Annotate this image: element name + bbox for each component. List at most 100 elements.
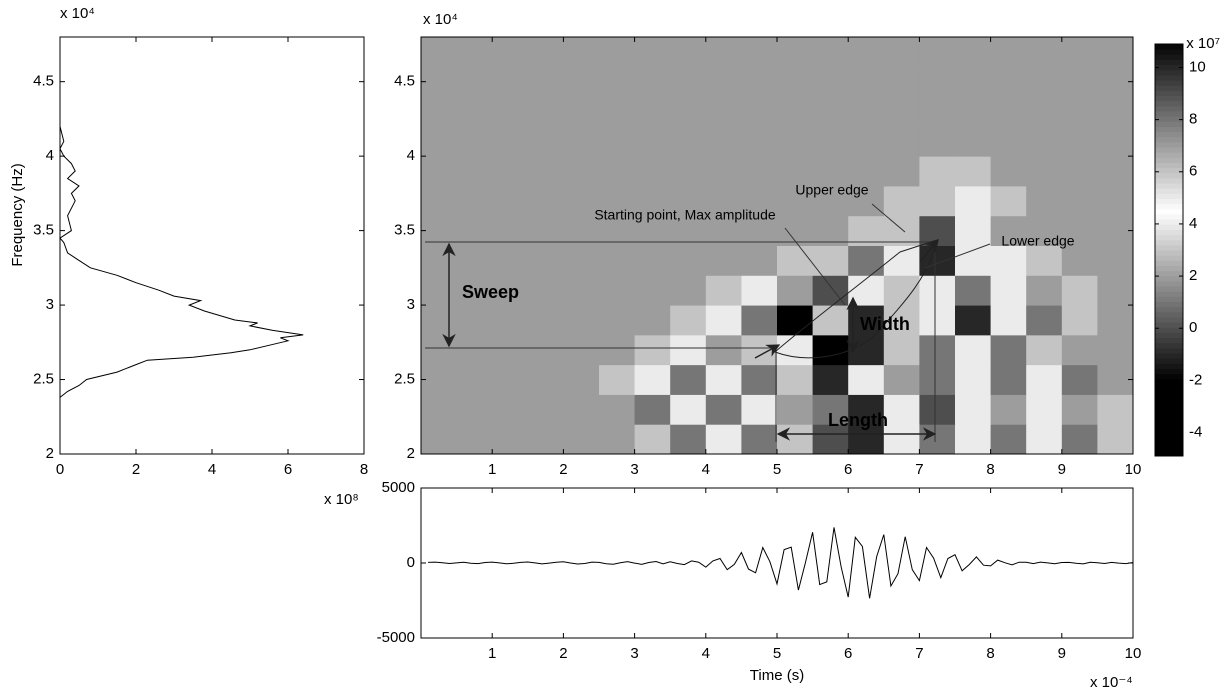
heatmap-cell <box>955 37 992 68</box>
heatmap-cell <box>777 424 814 455</box>
heatmap-cell <box>456 275 493 306</box>
heatmap-cell <box>777 156 814 187</box>
colorbar-slice <box>1155 327 1183 333</box>
heatmap-cell <box>1097 424 1134 455</box>
colorbar-tick-label: -4 <box>1189 424 1202 441</box>
axes-frame <box>420 36 1134 455</box>
x-tick-label: 2 <box>559 645 567 662</box>
heatmap-cell <box>456 305 493 336</box>
colorbar-slice <box>1155 147 1183 153</box>
colorbar-slice <box>1155 373 1183 380</box>
heatmap-cell <box>456 66 493 98</box>
heatmap-cell <box>599 305 636 336</box>
heatmap-cell <box>421 245 458 276</box>
heatmap-cell <box>670 245 707 276</box>
colorbar-slice <box>1155 49 1183 55</box>
colorbar-frame <box>1154 43 1184 457</box>
heatmap-cell <box>990 37 1027 68</box>
heatmap-cell <box>1061 305 1098 336</box>
colorbar-slice <box>1155 399 1183 405</box>
heatmap-cell <box>670 37 707 68</box>
heatmap-cell <box>812 126 849 157</box>
heatmap-cell <box>563 424 600 455</box>
heatmap-cell <box>1026 215 1063 246</box>
heatmap-cell <box>741 334 778 366</box>
colorbar-slice <box>1155 347 1183 354</box>
colorbar-slice <box>1155 234 1183 241</box>
heatmap-cell <box>634 424 671 455</box>
heatmap-cell <box>1026 305 1063 336</box>
heatmap-cell <box>1026 96 1063 127</box>
x-tick-label: 6 <box>844 461 852 478</box>
width-label: Width <box>860 314 910 334</box>
heatmap-cell <box>563 215 600 246</box>
y-tick-label: 2.5 <box>33 371 54 388</box>
heatmap-cell <box>527 126 564 157</box>
x-tick-label: 0 <box>56 461 64 478</box>
colorbar-slice <box>1155 332 1183 339</box>
x-tick-label: 2 <box>559 461 567 478</box>
heatmap-cell <box>955 185 992 217</box>
heatmap-cell <box>1061 275 1098 306</box>
heatmap-cell <box>1061 245 1098 276</box>
heatmap-cell <box>670 126 707 157</box>
heatmap-cell <box>990 305 1027 336</box>
heatmap-cell <box>848 96 885 127</box>
heatmap-cell <box>883 66 920 98</box>
heatmap-cell <box>456 245 493 276</box>
x-tick-label: 5 <box>773 645 781 662</box>
colorbar-slice <box>1155 404 1183 411</box>
heatmap-cell <box>421 156 458 187</box>
heatmap-cell <box>848 185 885 217</box>
heatmap-cell <box>919 96 956 127</box>
colorbar-slice <box>1155 430 1183 436</box>
heatmap-cell <box>421 215 458 246</box>
y-tick-label: 4 <box>407 147 415 164</box>
heatmap-cell <box>599 275 636 306</box>
heatmap-cell <box>955 275 992 306</box>
heatmap-cell <box>848 37 885 68</box>
lower-edge-label: Lower edge <box>1001 233 1074 249</box>
colorbar-slice <box>1155 105 1183 112</box>
heatmap-cell <box>883 185 920 217</box>
heatmap-cell <box>1061 126 1098 157</box>
heatmap-cell <box>1097 37 1134 68</box>
heatmap-cell <box>634 245 671 276</box>
x-tick-label: 4 <box>702 461 710 478</box>
heatmap-cell <box>599 334 636 366</box>
colorbar-slice <box>1155 394 1183 400</box>
heatmap-cell <box>492 394 529 425</box>
heatmap-cell <box>492 275 529 306</box>
heatmap-cell <box>883 275 920 306</box>
colorbar-multiplier: x 10⁷ <box>1186 35 1220 52</box>
heatmap-cell <box>883 37 920 68</box>
heatmap-cell <box>1097 126 1134 157</box>
heatmap-cell <box>883 424 920 455</box>
y-tick-label: 2 <box>46 445 54 462</box>
colorbar-slice <box>1155 54 1183 60</box>
heatmap-cell <box>741 156 778 187</box>
colorbar-slice <box>1155 353 1183 359</box>
heatmap-cell <box>599 126 636 157</box>
heatmap-cell <box>919 66 956 98</box>
colorbar-slice <box>1155 167 1183 174</box>
colorbar-slice <box>1155 419 1183 426</box>
colorbar-slice <box>1155 157 1183 163</box>
heatmap-cell <box>456 185 493 217</box>
heatmap-cell <box>563 96 600 127</box>
heatmap-cell <box>1061 215 1098 246</box>
colorbar-slice <box>1155 208 1183 215</box>
heatmap-cell <box>812 275 849 306</box>
heatmap-cell <box>421 66 458 98</box>
heatmap-cell <box>456 364 493 395</box>
start-leader <box>784 227 846 306</box>
y-tick-label: 4.5 <box>33 73 54 90</box>
heatmap-cell <box>492 156 529 187</box>
colorbar-slice <box>1155 378 1183 385</box>
heatmap-cell <box>492 185 529 217</box>
heatmap-cell <box>955 334 992 366</box>
upper-edge-leader <box>871 203 906 233</box>
heatmap-cell <box>599 66 636 98</box>
x-tick-label: 7 <box>915 461 923 478</box>
heatmap-cell <box>1026 275 1063 306</box>
